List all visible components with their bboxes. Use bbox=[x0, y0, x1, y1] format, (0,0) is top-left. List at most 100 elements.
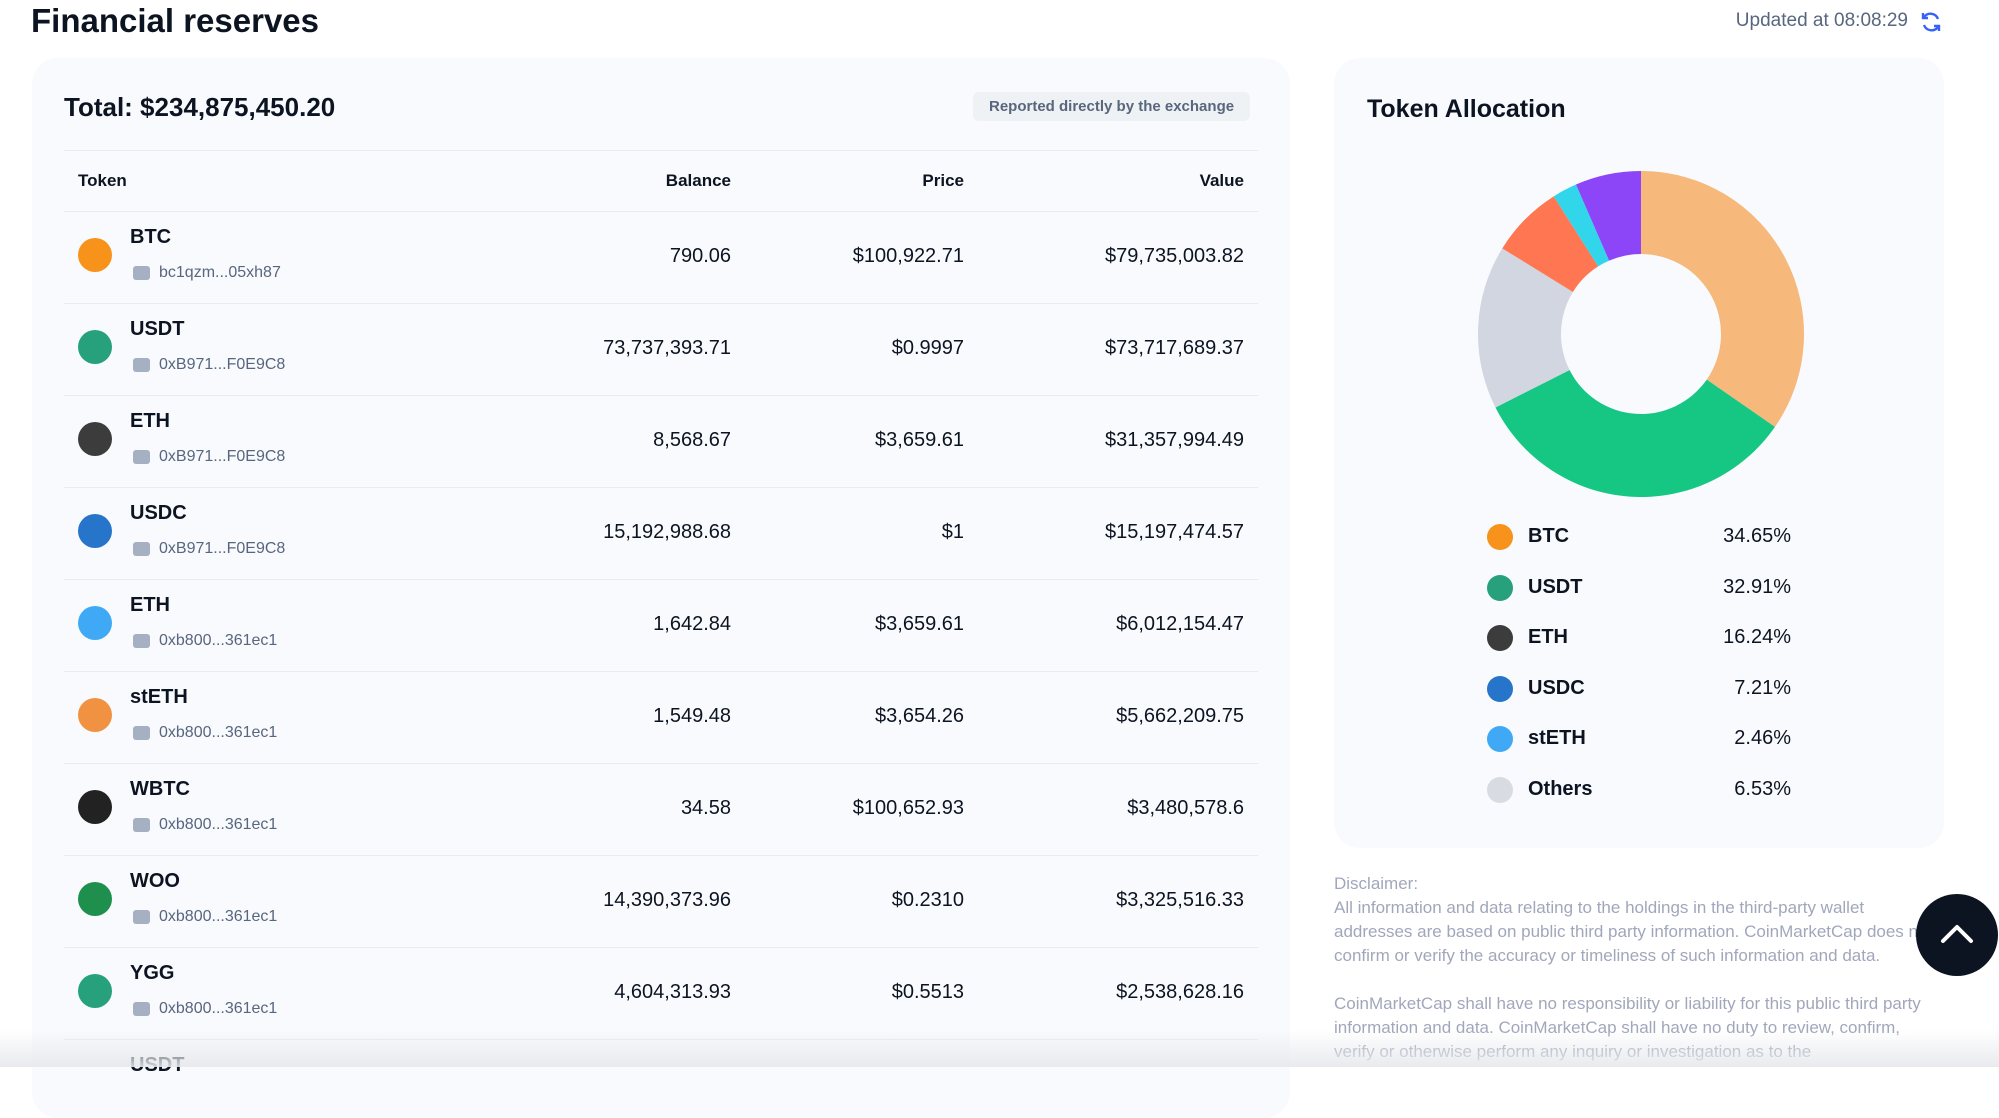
cell-price: $0.2310 bbox=[891, 889, 964, 911]
icon-circle bbox=[1487, 524, 1513, 550]
wallet-address: 0xb800...361ec1 bbox=[159, 724, 278, 741]
token-name: ETH bbox=[130, 594, 170, 616]
column-header: Token bbox=[78, 171, 127, 190]
divider bbox=[64, 211, 1258, 212]
token-name: USDC bbox=[130, 502, 187, 524]
column-header: Price bbox=[922, 171, 964, 190]
cell-balance: 1,642.84 bbox=[653, 613, 731, 635]
legend-value: 6.53% bbox=[1734, 777, 1791, 800]
cell-balance: 14,390,373.96 bbox=[603, 889, 731, 911]
cell-price: $100,652.93 bbox=[852, 797, 964, 819]
icon-circle bbox=[78, 698, 112, 732]
divider bbox=[64, 763, 1258, 764]
divider bbox=[64, 947, 1258, 948]
wallet-address: 0xb800...361ec1 bbox=[159, 1000, 278, 1017]
donut-slice bbox=[1641, 171, 1804, 427]
wallet-address: bc1qzm...05xh87 bbox=[159, 264, 281, 281]
wallet-address: 0xb800...361ec1 bbox=[159, 816, 278, 833]
reserves-card bbox=[32, 58, 1290, 1118]
cell-value: $79,735,003.82 bbox=[1104, 245, 1244, 267]
token-icon bbox=[78, 514, 112, 548]
wallet-icon bbox=[133, 542, 150, 556]
refresh-icon[interactable] bbox=[1920, 11, 1942, 33]
divider bbox=[64, 487, 1258, 488]
cell-balance: 73,737,393.71 bbox=[603, 337, 731, 359]
column-header: Value bbox=[1199, 171, 1244, 190]
cell-balance: 15,192,988.68 bbox=[603, 521, 731, 543]
legend-label: stETH bbox=[1528, 727, 1586, 749]
icon-circle bbox=[78, 238, 112, 272]
donut-slice bbox=[1478, 248, 1573, 408]
page-title: Financial reserves bbox=[31, 2, 320, 39]
updated-time: Updated at 08:08:29 bbox=[1735, 10, 1908, 31]
divider bbox=[64, 855, 1258, 856]
cell-value: $5,662,209.75 bbox=[1116, 705, 1244, 727]
token-name: stETH bbox=[130, 686, 188, 708]
cell-value: $73,717,689.37 bbox=[1104, 337, 1244, 359]
cell-value: $3,480,578.6 bbox=[1127, 797, 1244, 819]
divider bbox=[64, 579, 1258, 580]
wallet-icon bbox=[133, 358, 150, 372]
disclaimer-text: All information and data relating to the… bbox=[1334, 898, 1933, 965]
total: Total: $234,875,450.20 bbox=[64, 92, 336, 122]
token-icon bbox=[78, 606, 112, 640]
cell-value: $31,357,994.49 bbox=[1104, 429, 1244, 451]
allocation-title: Token Allocation bbox=[1367, 95, 1566, 123]
legend-value: 7.21% bbox=[1734, 676, 1791, 699]
cell-balance: 4,604,313.93 bbox=[614, 981, 731, 1003]
cell-price: $3,659.61 bbox=[875, 429, 964, 451]
cell-balance: 1,549.48 bbox=[653, 705, 731, 727]
cell-price: $0.9997 bbox=[891, 337, 964, 359]
legend-value: 2.46% bbox=[1734, 727, 1791, 749]
column-header: Balance bbox=[665, 171, 731, 190]
cell-value: $3,325,516.33 bbox=[1116, 889, 1244, 911]
scroll-top-button[interactable] bbox=[1915, 893, 1999, 977]
wallet-address: 0xB971...F0E9C8 bbox=[159, 540, 286, 557]
disclaimer-heading: Disclaimer: bbox=[1334, 874, 1419, 893]
divider bbox=[64, 150, 1258, 151]
token-icon bbox=[78, 974, 112, 1008]
wallet-icon bbox=[133, 266, 150, 280]
page: Financial reserves Updated at 08:08:29 T… bbox=[0, 2, 1999, 1076]
cell-price: $0.5513 bbox=[891, 981, 964, 1003]
wallet-icon bbox=[133, 450, 150, 464]
donut-slice bbox=[1495, 370, 1775, 497]
token-icon bbox=[78, 790, 112, 824]
divider bbox=[64, 671, 1258, 672]
icon-circle bbox=[78, 974, 112, 1008]
token-icon bbox=[1487, 524, 1513, 550]
token-icon bbox=[78, 882, 112, 916]
legend-value: 34.65% bbox=[1723, 525, 1791, 547]
icon-circle bbox=[1487, 776, 1513, 803]
icon-circle bbox=[78, 330, 112, 364]
cell-value: $15,197,474.57 bbox=[1104, 521, 1244, 543]
icon-circle bbox=[78, 514, 112, 548]
token-name: YGG bbox=[130, 962, 175, 984]
divider bbox=[64, 303, 1258, 304]
wallet-icon bbox=[133, 910, 150, 924]
donut-chart bbox=[1478, 171, 1804, 497]
icon-circle bbox=[1487, 625, 1513, 651]
donut-slice bbox=[1553, 184, 1610, 267]
legend-value: 32.91% bbox=[1723, 575, 1791, 598]
token-icon bbox=[78, 238, 112, 272]
donut-slice bbox=[1502, 196, 1599, 292]
icon-circle bbox=[1487, 574, 1513, 601]
token-icon bbox=[1487, 726, 1513, 752]
cell-value: $2,538,628.16 bbox=[1116, 981, 1244, 1003]
token-name: USDT bbox=[130, 318, 185, 340]
cell-balance: 8,568.67 bbox=[653, 429, 731, 451]
wallet-icon bbox=[133, 818, 150, 832]
icon-circle bbox=[1487, 726, 1513, 752]
wallet-address: 0xb800...361ec1 bbox=[159, 908, 278, 925]
wallet-address: 0xb800...361ec1 bbox=[159, 632, 278, 649]
icon-circle bbox=[78, 606, 112, 640]
legend-label: BTC bbox=[1528, 525, 1570, 547]
icon-circle bbox=[78, 790, 112, 824]
cell-balance: 790.06 bbox=[669, 245, 731, 267]
divider bbox=[64, 395, 1258, 396]
wallet-address: 0xB971...F0E9C8 bbox=[159, 356, 286, 373]
legend-label: Others bbox=[1528, 777, 1593, 800]
legend-label: USDC bbox=[1528, 676, 1585, 699]
wallet-icon bbox=[133, 634, 150, 648]
